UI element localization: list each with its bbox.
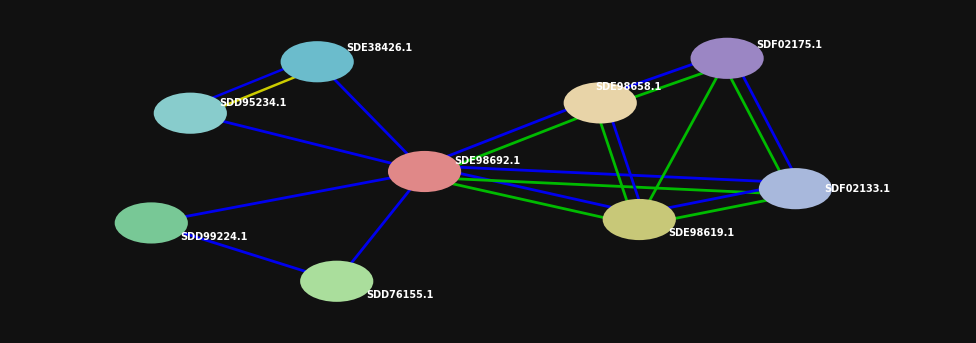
Text: SDE98619.1: SDE98619.1 xyxy=(669,228,735,238)
Ellipse shape xyxy=(691,38,764,79)
Ellipse shape xyxy=(602,199,676,240)
Text: SDE38426.1: SDE38426.1 xyxy=(346,43,413,53)
Text: SDF02175.1: SDF02175.1 xyxy=(756,39,823,50)
Ellipse shape xyxy=(300,261,373,302)
Text: SDD99224.1: SDD99224.1 xyxy=(181,232,248,242)
Text: SDE98658.1: SDE98658.1 xyxy=(595,82,662,93)
Text: SDE98692.1: SDE98692.1 xyxy=(454,156,520,166)
Ellipse shape xyxy=(281,41,354,82)
Ellipse shape xyxy=(759,168,832,209)
Ellipse shape xyxy=(154,93,226,134)
Ellipse shape xyxy=(388,151,462,192)
Text: SDD76155.1: SDD76155.1 xyxy=(366,290,433,300)
Text: SDF02133.1: SDF02133.1 xyxy=(825,184,891,194)
Text: SDD95234.1: SDD95234.1 xyxy=(220,98,287,108)
Ellipse shape xyxy=(564,82,637,123)
Ellipse shape xyxy=(115,202,187,244)
